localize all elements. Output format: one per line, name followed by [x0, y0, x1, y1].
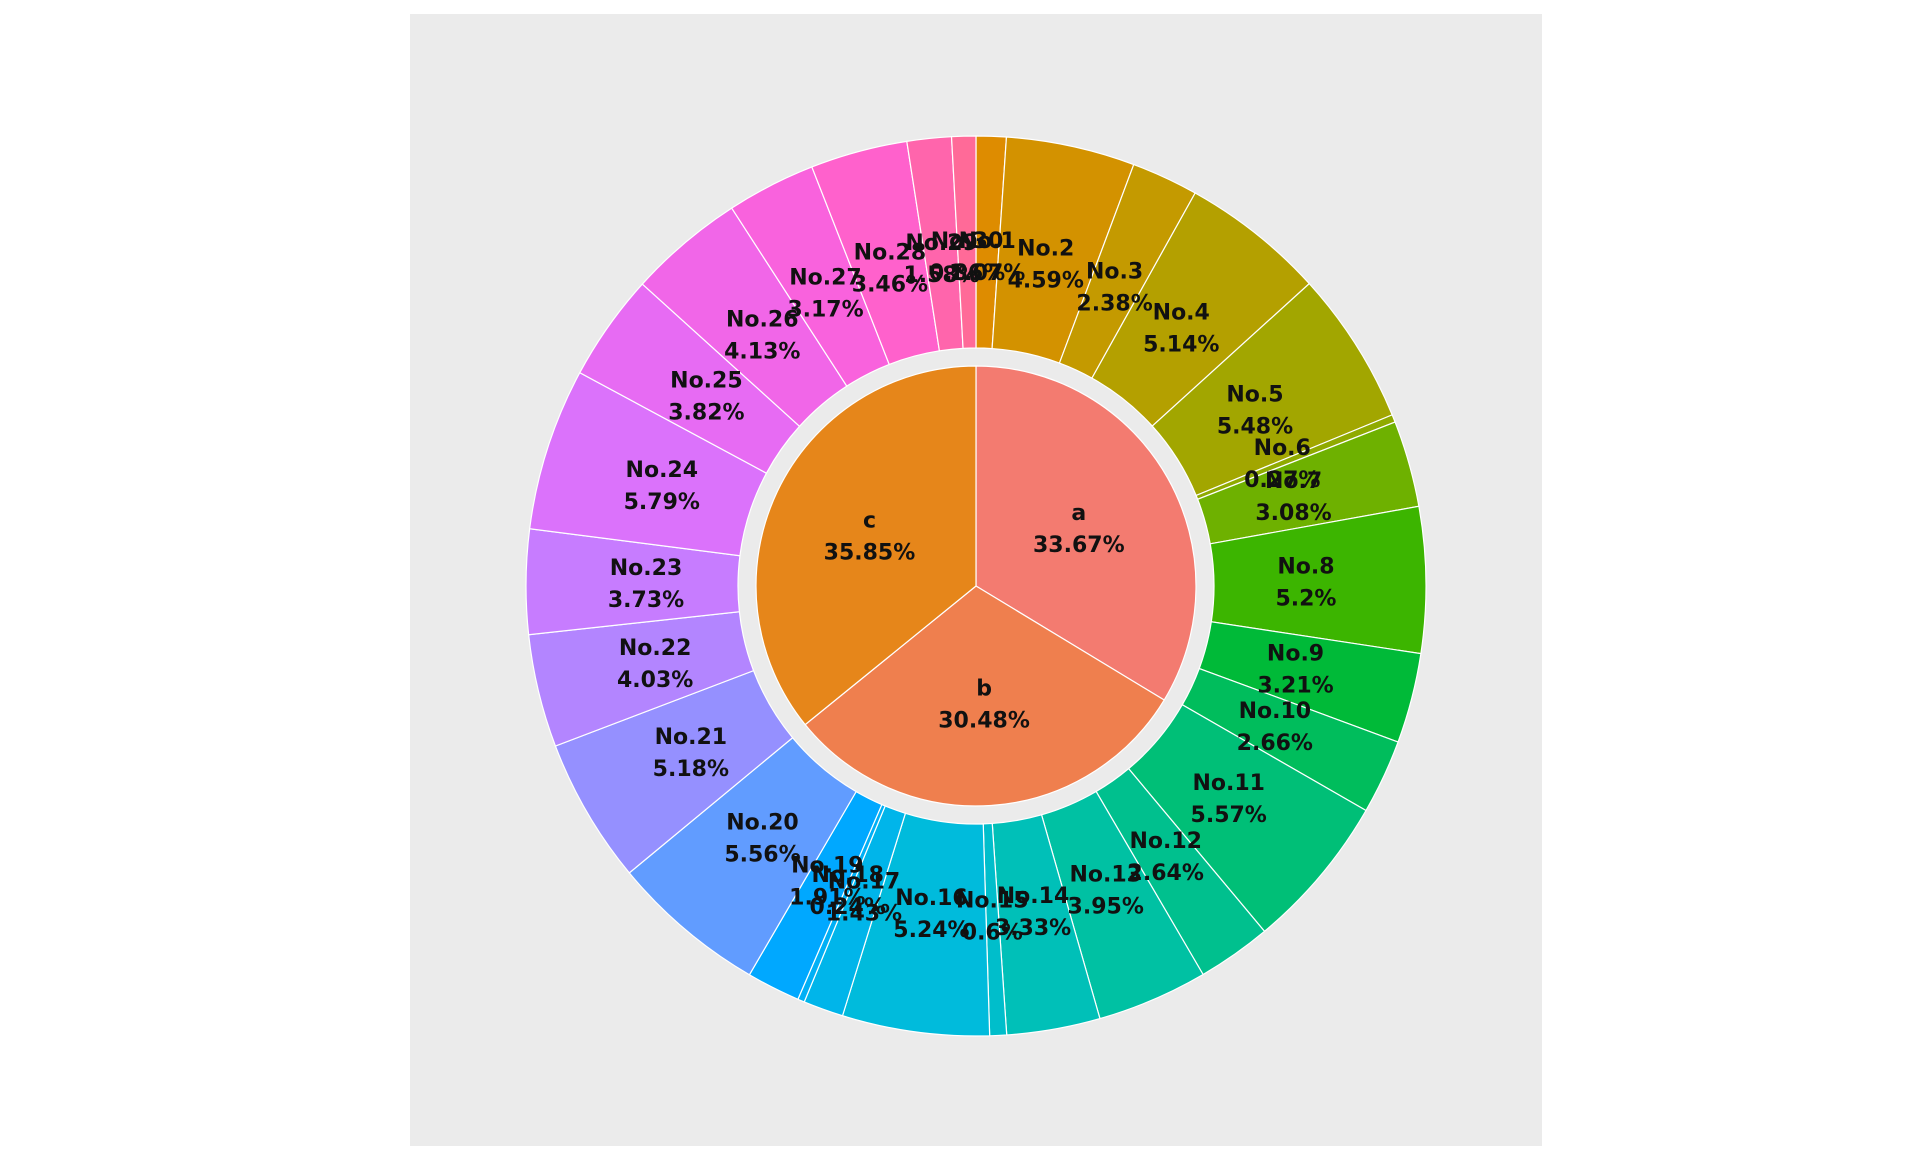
outer-pct-label-no-12: 2.64%: [1128, 861, 1204, 886]
outer-label-no-13: No.13: [1069, 862, 1142, 887]
outer-pct-label-no-19: 1.91%: [789, 886, 865, 911]
inner-label-c: c: [863, 508, 876, 533]
outer-labels: No.1 1.07%No.2 4.59% No.3 2.38% No.4 5.14% No.5…: [608, 229, 1337, 945]
inner-label-b: b: [976, 677, 992, 702]
outer-pct-label-no-9: 3.21%: [1257, 673, 1333, 698]
outer-label-no-11: No.11: [1192, 771, 1265, 796]
outer-ring: [525, 135, 1427, 1037]
outer-pct-label-no-22: 4.03%: [617, 668, 693, 693]
inner-segment-b: [804, 585, 1165, 807]
outer-label-no-22: No.22: [619, 636, 692, 661]
outer-label-no-16: No.16: [895, 886, 968, 911]
outer-label-no-24: No.24: [626, 458, 699, 483]
outer-label-no-3: No.3: [1086, 260, 1143, 285]
outer-label-no-20: No.20: [726, 811, 799, 836]
outer-label-no-18: No.18: [811, 863, 884, 888]
outer-label-no-21: No.21: [655, 725, 728, 750]
outer-label-no-7: No.7: [1265, 469, 1322, 494]
outer-pct-label-no-16: 5.24%: [893, 918, 969, 943]
outer-pct-label-no-8: 5.2%: [1275, 587, 1336, 612]
inner-segment-c: [755, 365, 977, 726]
outer-pct-label-no-28: 3.46%: [852, 272, 928, 297]
outer-pct-label-no-20: 5.56%: [724, 843, 800, 868]
outer-pct-label-no-5: 5.48%: [1217, 415, 1293, 440]
outer-pct-label-no-29: 1.58%: [903, 263, 979, 288]
outer-pct-label-no-3: 2.38%: [1076, 292, 1152, 317]
outer-label-no-27: No.27: [789, 265, 862, 290]
outer-pct-label-no-17: 1.43%: [826, 901, 902, 926]
outer-label-no-9: No.9: [1267, 641, 1324, 666]
outer-label-no-12: No.12: [1129, 829, 1202, 854]
outer-label-no-19: No.19: [791, 854, 864, 879]
outer-pct-label-no-11: 5.57%: [1191, 803, 1267, 828]
outer-pct-label-no-23: 3.73%: [608, 588, 684, 613]
outer-label-no-1: No.1: [959, 229, 1016, 254]
outer-pct-label-no-2: 4.59%: [1008, 268, 1084, 293]
outer-pct-label-no-6: 0.27%: [1244, 468, 1320, 493]
outer-pct-label-no-26: 4.13%: [724, 340, 800, 365]
inner-pct-label-b: 30.48%: [938, 709, 1030, 734]
outer-label-no-17: No.17: [828, 869, 901, 894]
outer-pct-label-no-24: 5.79%: [624, 490, 700, 515]
outer-label-no-5: No.5: [1226, 383, 1283, 408]
outer-label-no-23: No.23: [610, 556, 683, 581]
outer-label-no-15: No.15: [956, 889, 1029, 914]
outer-pct-label-no-13: 3.95%: [1068, 894, 1144, 919]
outer-pct-label-no-25: 3.82%: [668, 401, 744, 426]
inner-segment-a: [975, 365, 1197, 701]
inner-pct-label-a: 33.67%: [1033, 533, 1125, 558]
outer-label-no-25: No.25: [670, 369, 743, 394]
outer-label-no-26: No.26: [726, 308, 799, 333]
inner-label-a: a: [1071, 501, 1086, 526]
outer-pct-label-no-14: 3.33%: [995, 916, 1071, 941]
outer-pct-label-no-30: 0.86%: [929, 261, 1005, 286]
outer-label-no-28: No.28: [854, 240, 927, 265]
outer-segment-no-30: [950, 135, 977, 349]
outer-label-no-30: No.30: [931, 229, 1004, 254]
outer-pct-label-no-15: 0.6%: [962, 921, 1023, 946]
outer-label-no-14: No.14: [997, 884, 1070, 909]
outer-label-no-8: No.8: [1277, 555, 1334, 580]
outer-pct-label-no-1: 1.07%: [949, 261, 1025, 286]
inner-pct-label-c: 35.85%: [824, 540, 916, 565]
outer-pct-label-no-7: 3.08%: [1255, 501, 1331, 526]
outer-label-no-29: No.29: [905, 231, 978, 256]
outer-label-no-4: No.4: [1153, 301, 1210, 326]
outer-pct-label-no-4: 5.14%: [1143, 333, 1219, 358]
outer-label-no-6: No.6: [1254, 436, 1311, 461]
outer-pct-label-no-10: 2.66%: [1237, 731, 1313, 756]
outer-pct-label-no-21: 5.18%: [653, 757, 729, 782]
inner-labels: a 33.67% b 30.48% c 35.85%: [824, 501, 1125, 734]
outer-pct-label-no-27: 3.17%: [787, 297, 863, 322]
outer-label-no-10: No.10: [1239, 699, 1312, 724]
inner-ring: [755, 365, 1197, 807]
outer-pct-label-no-18: 0.24%: [810, 895, 886, 920]
outer-label-no-2: No.2: [1017, 236, 1074, 261]
